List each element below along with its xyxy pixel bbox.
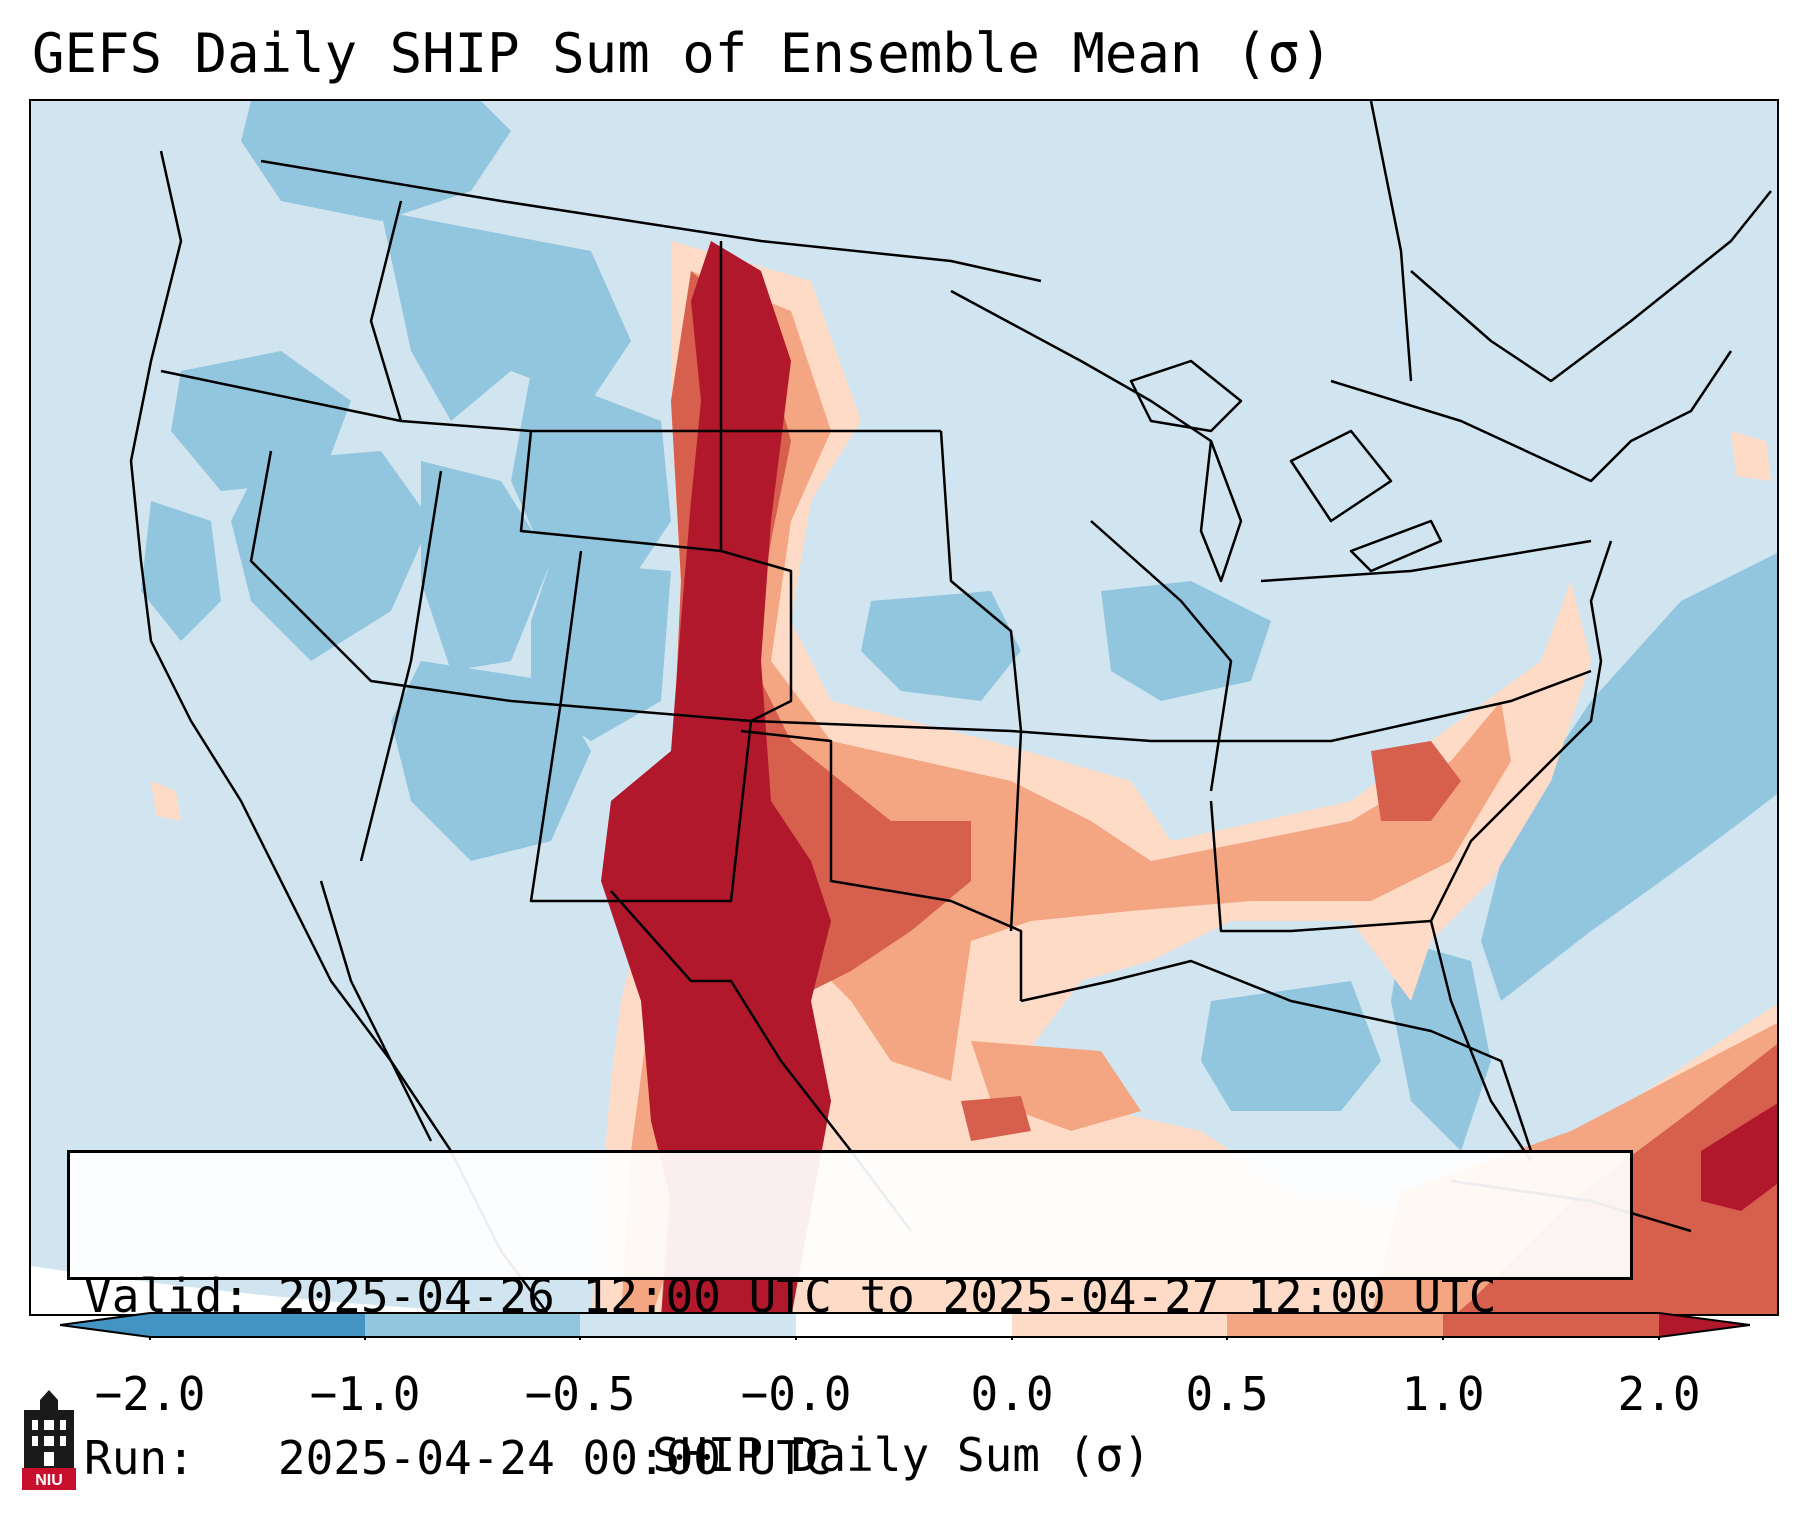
pacific-coastline	[129, 150, 550, 1314]
colorbar-tick-label: 1.0	[1401, 1367, 1485, 1421]
outside-domain-bottom-left	[31, 1266, 518, 1314]
lake-huron	[1289, 429, 1393, 523]
valid-run-infobox: Valid: 2025-04-26 12:00 UTC to 2025-04-2…	[67, 1150, 1633, 1485]
canada-border	[260, 159, 1042, 283]
map-svg	[31, 101, 1777, 1314]
colorbar-segment-2	[580, 1313, 796, 1337]
weak-pos-maine	[1731, 431, 1771, 481]
niu-logo: NIU	[22, 1390, 76, 1490]
strong-pos-gulf	[961, 1096, 1031, 1141]
gulf-coastline	[1020, 959, 1533, 1152]
iowa-missouri-line	[939, 430, 1023, 932]
colorbar-segment-1	[365, 1313, 580, 1337]
nevada-utah-line	[359, 470, 443, 862]
baja-peninsula	[319, 880, 433, 1142]
atlantic-coastline	[1429, 540, 1613, 922]
colorbar-segment-3	[796, 1313, 1012, 1337]
quebec-line	[1369, 101, 1413, 382]
gulf-states-line	[1209, 800, 1432, 933]
logo-windows	[32, 1420, 66, 1466]
tennessee-line	[1151, 669, 1592, 743]
neg-wyoming	[511, 371, 671, 581]
neg-colorado-west	[531, 561, 671, 741]
run-value: 2025-04-24 00:00 UTC	[277, 1431, 832, 1485]
colorbar-ticks	[149, 1337, 1660, 1340]
dakota-line	[719, 241, 793, 723]
northeast-line	[1330, 350, 1733, 483]
colorbar-tick-label: 2.0	[1617, 1367, 1701, 1421]
colorbar-segment-6	[1443, 1313, 1659, 1337]
lake-superior	[1129, 359, 1243, 433]
logo-band	[22, 1468, 76, 1490]
neg-atlantic	[1481, 553, 1777, 1001]
colorbar-tick-label: −0.5	[524, 1367, 636, 1421]
run-line: Run: 2025-04-24 00:00 UTC	[84, 1431, 1616, 1485]
colorbar-segment-4	[1012, 1313, 1227, 1337]
run-label: Run:	[84, 1431, 195, 1485]
colorbar-tick-label: −1.0	[309, 1367, 421, 1421]
central-line	[249, 450, 1152, 743]
canada-east	[1410, 190, 1772, 383]
oklahoma-line	[740, 729, 1023, 1001]
colorbar-label: SHIP Daily Sum (σ)	[652, 1428, 1151, 1482]
extreme-positive-areas	[601, 241, 1777, 1314]
logo-text: NIU	[35, 1472, 63, 1489]
neg-florida	[1391, 941, 1491, 1151]
neg-nevada	[231, 451, 431, 661]
neg-oregon	[171, 351, 351, 491]
lake-michigan	[1199, 439, 1243, 583]
neg-california-north	[141, 501, 221, 641]
colorbar-extend-low	[60, 1313, 150, 1337]
idaho-line	[369, 200, 403, 422]
neg-idaho-montana	[381, 211, 631, 421]
map-title: GEFS Daily SHIP Sum of Ensemble Mean (σ)	[32, 22, 1333, 85]
boundaries	[129, 101, 1772, 1314]
wyoming-line	[519, 430, 722, 553]
colorbar-extend-high	[1659, 1313, 1750, 1337]
negative-areas	[141, 101, 1777, 1314]
neg-utah	[421, 461, 551, 671]
neg-kansas	[861, 591, 1021, 701]
neg-gulf-east	[1201, 981, 1381, 1111]
florida-coast	[1429, 920, 1533, 1162]
ohio-penn-line	[1260, 539, 1592, 583]
colorbar-tick-label: 0.5	[1185, 1367, 1269, 1421]
weak-pos-california	[151, 781, 181, 821]
extreme-pos-bahamas	[1701, 1103, 1777, 1211]
colorbar-segment-0	[150, 1313, 365, 1337]
great-lakes-west	[950, 289, 1212, 443]
neg-arizona	[391, 661, 591, 861]
colorbar-tick-label: −2.0	[94, 1367, 206, 1421]
colorbar-tick-label: −0.0	[740, 1367, 852, 1421]
domain-top-right	[1591, 101, 1777, 621]
colorbar-segment-5	[1227, 1313, 1443, 1337]
colorbar-tick-label: 0.0	[970, 1367, 1054, 1421]
extreme-pos-plains	[601, 241, 831, 1314]
illinois-line	[1090, 520, 1233, 792]
strong-pos-carolina	[1371, 741, 1461, 821]
map-panel[interactable]	[29, 99, 1779, 1316]
lake-erie	[1349, 519, 1443, 573]
colorbar	[60, 1312, 1750, 1340]
colorado-nm-line	[529, 550, 753, 903]
